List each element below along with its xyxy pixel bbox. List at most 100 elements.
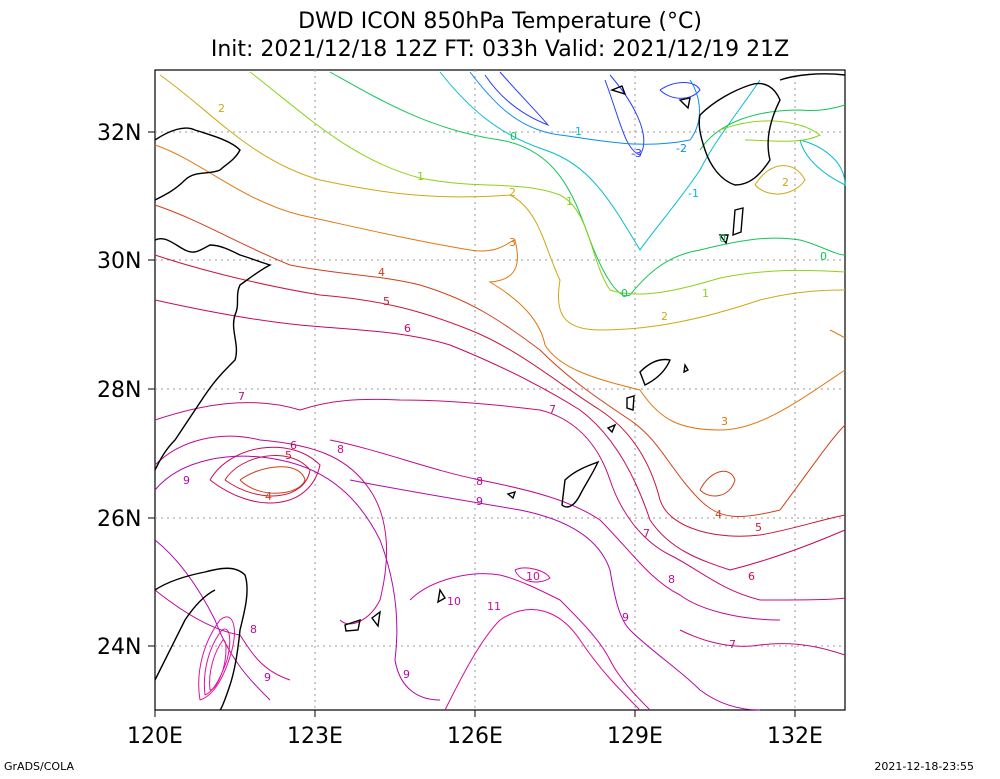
clabel-8-d: 8: [250, 623, 257, 636]
lat-label-24n: 24N: [97, 635, 141, 660]
contour-10-b: [514, 567, 551, 583]
clabel-11: 11: [487, 600, 501, 613]
lon-label-129e: 129E: [607, 724, 663, 749]
clabel-minus1-a: -1: [571, 125, 582, 138]
contour-minus1-a: [439, 71, 761, 251]
contour-minus3-b: [604, 74, 645, 156]
contour-minus2: [469, 71, 700, 145]
contour-3-b: [829, 329, 846, 339]
clabel-7-a: 7: [238, 390, 245, 403]
contour-4-a: [154, 204, 846, 518]
contour-11-a: [444, 609, 641, 711]
clabel-8-a: 8: [337, 443, 344, 456]
clabel-0-b: 0: [621, 287, 628, 300]
contour-8-c: [154, 589, 291, 681]
lon-label-123e: 123E: [287, 724, 343, 749]
clabel-7-c: 7: [643, 527, 650, 540]
clabel-8-c: 8: [668, 573, 675, 586]
clabel-10-b: 10: [447, 595, 461, 608]
contour-6-b: [209, 446, 321, 504]
island-b: [344, 618, 361, 632]
coast-china-south: [154, 238, 272, 471]
island-i: [678, 97, 691, 110]
clabel-2-b: 2: [509, 186, 516, 199]
chart-subtitle: Init: 2021/12/18 12Z FT: 033h Valid: 202…: [210, 37, 790, 62]
kyushu: [698, 82, 781, 186]
coast-taiwan-west: [154, 589, 216, 681]
map-frame: [154, 69, 846, 711]
clabel-5-a: 5: [383, 295, 390, 308]
clabel-4-c: 4: [715, 508, 722, 521]
contour-5-b: [224, 455, 311, 497]
software-credit: GrADS/COLA: [4, 760, 74, 773]
clabel-0-d: 0: [820, 250, 827, 263]
generation-timestamp: 2021-12-18-23:55: [874, 760, 974, 773]
clabel-1-b: 1: [566, 195, 573, 208]
contour-9-a: [154, 455, 441, 701]
lat-label-32n: 32N: [97, 121, 141, 146]
contour-4-b: [239, 466, 306, 494]
shikoku-coast: [779, 73, 846, 81]
clabel-7-d: 7: [729, 638, 736, 651]
contour-1-b: [719, 120, 821, 142]
clabel-5-c: 5: [755, 521, 762, 534]
clabel-9-a: 9: [183, 474, 190, 487]
coastlines: [154, 73, 846, 711]
contour-3-a: [154, 144, 846, 431]
amami: [639, 358, 671, 386]
contour-9-c: [154, 539, 271, 701]
contour-0-b: [699, 104, 846, 151]
contour-minus3-a: [484, 71, 550, 127]
chart-title: DWD ICON 850hPa Temperature (°C): [298, 9, 702, 34]
island-a: [437, 588, 446, 604]
lon-label-132e: 132E: [767, 724, 823, 749]
contour-0-a: [329, 71, 846, 297]
clabel-6-c: 6: [748, 570, 755, 583]
contour-7-a: [154, 398, 846, 601]
lon-label-126e: 126E: [447, 724, 503, 749]
coast-china-north: [154, 127, 241, 201]
clabel-2-a: 2: [218, 102, 225, 115]
island-d: [506, 490, 517, 500]
clabel-4-a: 4: [378, 266, 385, 279]
lon-label-120e: 120E: [127, 724, 183, 749]
contour-taiwan-c: [209, 639, 227, 691]
island-f: [626, 395, 635, 411]
contour-9-b: [349, 479, 761, 711]
okinawa: [561, 460, 600, 508]
tanegashima: [732, 207, 744, 237]
island-c: [371, 610, 381, 628]
contour-5-a: [154, 254, 846, 537]
clabel-2-d: 2: [782, 176, 789, 189]
island-h: [609, 85, 627, 96]
yakushima: [718, 234, 729, 245]
temperature-contours: [154, 71, 846, 711]
axis-ticks: [148, 131, 796, 717]
contour-minus1-b: [799, 139, 846, 186]
clabel-9-d: 9: [403, 668, 410, 681]
clabel-9-c: 9: [622, 611, 629, 624]
contour-8-b: [329, 439, 781, 621]
contour-minus3-c: [659, 82, 701, 99]
coast-taiwan-east: [154, 567, 248, 711]
contour-4-c: [699, 470, 736, 497]
lat-label-28n: 28N: [97, 378, 141, 403]
clabel-3-b: 3: [721, 415, 728, 428]
clabel-9-b: 9: [476, 495, 483, 508]
clabel-10-a: 10: [526, 570, 540, 583]
clabel-8-b: 8: [476, 475, 483, 488]
contour-1-a: [249, 71, 846, 295]
contour-labels: -3 -2 -1 -1 0 0 0 0 1 1 1 2 2 2 2 3 3 4 …: [183, 102, 827, 684]
contour-6-a: [154, 299, 846, 571]
clabel-4-b: 4: [265, 490, 272, 503]
contour-2-a: [159, 74, 846, 331]
contour-taiwan-a: [198, 616, 235, 701]
clabel-6-b: 6: [290, 439, 297, 452]
clabel-minus2: -2: [676, 142, 687, 155]
clabel-2-c: 2: [661, 310, 668, 323]
clabel-minus1-b: -1: [688, 187, 699, 200]
clabel-3-a: 3: [509, 236, 516, 249]
clabel-minus3: -3: [631, 147, 642, 160]
clabel-7-b: 7: [549, 403, 556, 416]
